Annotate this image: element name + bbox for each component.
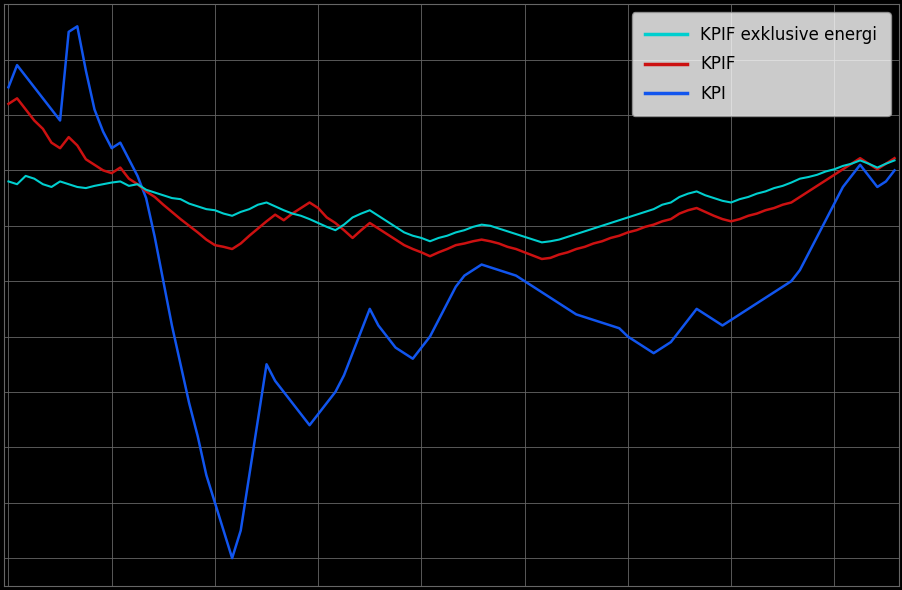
Legend: KPIF exklusive energi, KPIF, KPI: KPIF exklusive energi, KPIF, KPI [631,12,889,116]
